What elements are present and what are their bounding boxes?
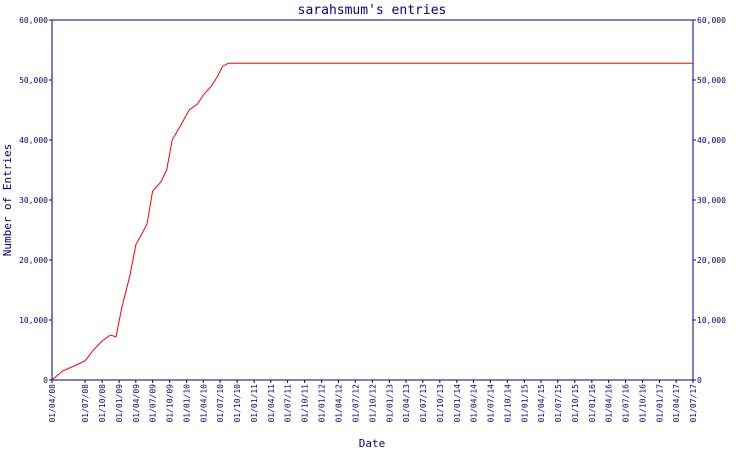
x-tick-label: 01/07/12 bbox=[351, 384, 360, 423]
x-tick-label: 01/04/12 bbox=[334, 384, 343, 423]
x-tick-label: 01/04/08 bbox=[48, 384, 57, 423]
x-tick-label: 01/01/10 bbox=[183, 384, 192, 423]
x-tick-label: 01/10/15 bbox=[571, 384, 580, 423]
x-tick-label: 01/07/16 bbox=[621, 384, 630, 423]
x-tick-label: 01/04/14 bbox=[469, 384, 478, 423]
y-tick-label-left: 50,000 bbox=[19, 76, 48, 85]
x-tick-label: 01/07/09 bbox=[149, 384, 158, 423]
x-tick-label: 01/04/09 bbox=[132, 384, 141, 423]
x-tick-label: 01/10/11 bbox=[301, 384, 310, 423]
y-tick-label-left: 0 bbox=[43, 376, 48, 385]
x-tick-label: 01/10/09 bbox=[166, 384, 175, 423]
y-tick-label-right: 50,000 bbox=[697, 76, 726, 85]
x-tick-label: 01/10/08 bbox=[98, 384, 107, 423]
x-axis: 01/04/08 01/07/08 01/10/08 01/01/09 01/04/09… bbox=[48, 380, 698, 423]
y-tick-label-left: 10,000 bbox=[19, 316, 48, 325]
x-tick-label: 01/01/13 bbox=[385, 384, 394, 423]
x-tick-label: 01/01/17 bbox=[656, 384, 665, 423]
x-tick-label: 01/07/14 bbox=[486, 384, 495, 423]
y-tick-label-right: 60,000 bbox=[697, 16, 726, 25]
y-axis-label: Number of Entries bbox=[1, 144, 14, 257]
x-tick-label: 01/10/13 bbox=[436, 384, 445, 423]
y-tick-label-right: 40,000 bbox=[697, 136, 726, 145]
y-tick-label-left: 20,000 bbox=[19, 256, 48, 265]
x-tick-label: 01/10/10 bbox=[233, 384, 242, 423]
x-tick-label: 01/07/17 bbox=[689, 384, 698, 423]
series-layer bbox=[51, 62, 693, 381]
x-tick-label: 01/01/14 bbox=[453, 384, 462, 423]
y-tick-label-right: 30,000 bbox=[697, 196, 726, 205]
x-tick-label: 01/01/12 bbox=[318, 384, 327, 423]
x-tick-label: 01/07/10 bbox=[216, 384, 225, 423]
x-tick-label: 01/04/10 bbox=[199, 384, 208, 423]
x-tick-label: 01/10/14 bbox=[503, 384, 512, 423]
y-tick-label-left: 60,000 bbox=[19, 16, 48, 25]
x-tick-label: 01/10/16 bbox=[639, 384, 648, 423]
x-tick-label: 01/07/13 bbox=[419, 384, 428, 423]
y-axis-left: 0 10,000 20,000 30,000 40,000 50,000 60,000 bbox=[19, 16, 52, 385]
x-tick-label: 01/04/16 bbox=[605, 384, 614, 423]
y-tick-label-right: 10,000 bbox=[697, 316, 726, 325]
y-tick-label-right: 20,000 bbox=[697, 256, 726, 265]
x-tick-label: 01/01/11 bbox=[250, 384, 259, 423]
x-tick-label: 01/01/15 bbox=[520, 384, 529, 423]
x-tick-label: 01/10/12 bbox=[368, 384, 377, 423]
y-tick-label-left: 40,000 bbox=[19, 136, 48, 145]
x-tick-label: 01/01/09 bbox=[115, 384, 124, 423]
y-tick-label-right: 0 bbox=[697, 376, 702, 385]
x-tick-label: 01/07/11 bbox=[284, 384, 293, 423]
y-tick-label-left: 30,000 bbox=[19, 196, 48, 205]
x-tick-label: 01/04/13 bbox=[402, 384, 411, 423]
chart-title: sarahsmum's entries bbox=[298, 3, 447, 18]
x-axis-label: Date bbox=[359, 437, 386, 450]
x-tick-label: 01/07/08 bbox=[81, 384, 90, 423]
x-tick-label: 01/04/17 bbox=[672, 384, 681, 423]
x-tick-label: 01/04/11 bbox=[267, 384, 276, 423]
x-tick-label: 01/01/16 bbox=[588, 384, 597, 423]
x-tick-label: 01/07/15 bbox=[554, 384, 563, 423]
x-tick-label: 01/04/15 bbox=[537, 384, 546, 423]
y-axis-right: 0 10,000 20,000 30,000 40,000 50,000 60,000 bbox=[693, 16, 726, 385]
series-line bbox=[51, 62, 693, 381]
